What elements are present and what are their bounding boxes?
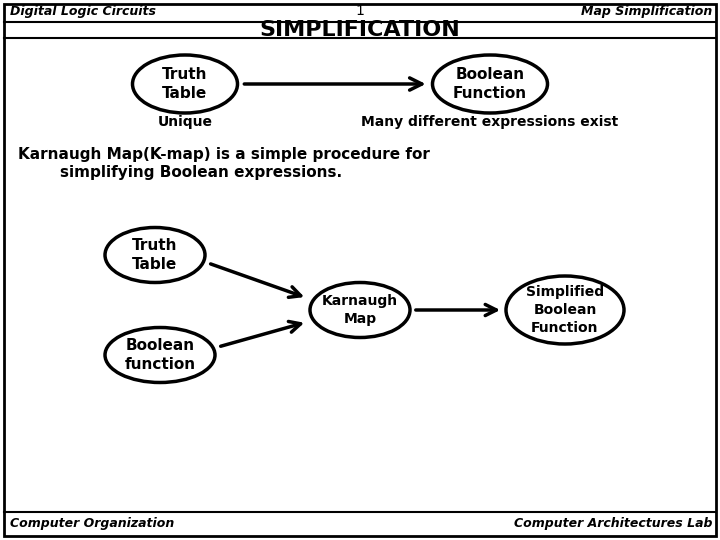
Text: Truth
Table: Truth Table [132,238,178,272]
Ellipse shape [105,227,205,282]
Text: Truth
Table: Truth Table [162,66,208,102]
Text: Boolean
Function: Boolean Function [453,66,527,102]
Ellipse shape [105,327,215,382]
Text: SIMPLIFICATION: SIMPLIFICATION [260,20,460,40]
Text: Many different expressions exist: Many different expressions exist [361,115,618,129]
Text: Map Simplification: Map Simplification [581,4,712,17]
Ellipse shape [310,282,410,338]
Text: Digital Logic Circuits: Digital Logic Circuits [10,4,156,17]
Ellipse shape [506,276,624,344]
Text: Simplified
Boolean
Function: Simplified Boolean Function [526,285,604,335]
Text: simplifying Boolean expressions.: simplifying Boolean expressions. [18,165,342,180]
Text: Computer Organization: Computer Organization [10,517,174,530]
Ellipse shape [132,55,238,113]
Text: 1: 1 [356,4,364,18]
Ellipse shape [433,55,547,113]
Text: Karnaugh Map(K-map) is a simple procedure for: Karnaugh Map(K-map) is a simple procedur… [18,147,430,162]
Text: Unique: Unique [158,115,212,129]
Text: Boolean
function: Boolean function [125,338,196,373]
Text: Computer Architectures Lab: Computer Architectures Lab [513,517,712,530]
Text: Karnaugh
Map: Karnaugh Map [322,294,398,326]
